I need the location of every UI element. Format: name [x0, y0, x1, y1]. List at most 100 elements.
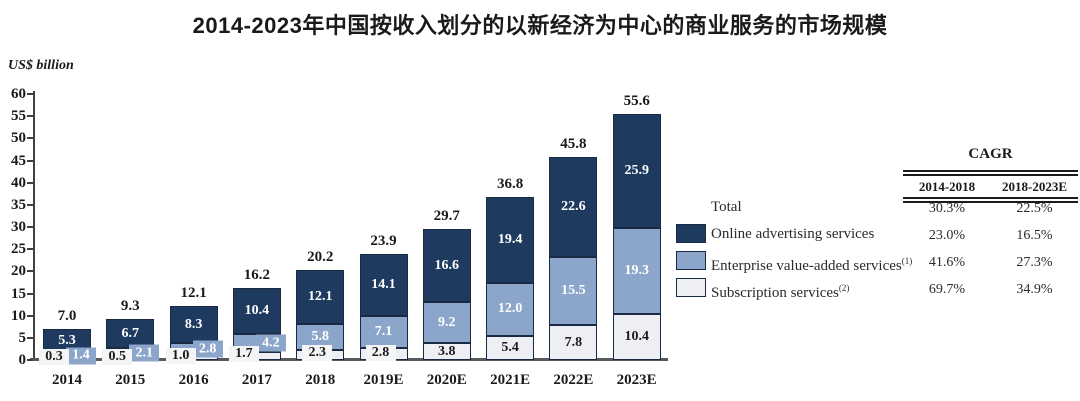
segment-value-label-online: 14.1	[371, 276, 396, 292]
bar-segment-online	[169, 306, 218, 344]
table-rule	[903, 174, 1078, 176]
bar-segment-subscription	[612, 313, 661, 360]
segment-value-label-enterprise: 9.2	[438, 314, 456, 330]
y-axis-tick-label: 45	[11, 152, 26, 169]
y-axis-tick	[27, 292, 33, 295]
segment-value-label-online: 12.1	[307, 289, 333, 305]
bar-segment-subscription	[422, 343, 471, 360]
table-rule	[903, 201, 1078, 203]
bar-total-label: 12.1	[180, 285, 207, 302]
y-axis-tick	[27, 226, 33, 228]
bar-total-label: 36.8	[496, 175, 524, 192]
y-axis-tick-label: 25	[11, 241, 26, 258]
x-axis-baseline	[30, 358, 668, 361]
cagr-value-2014-2018: 23.0%	[928, 228, 966, 243]
segment-value-label-enterprise: 5.8	[311, 328, 329, 344]
segment-value-badge-enterprise: 2.8	[192, 340, 223, 358]
cagr-value-2018-2023e: 16.5%	[1016, 228, 1053, 243]
x-axis-label: 2018	[305, 372, 336, 388]
bar-segment-enterprise	[422, 302, 471, 344]
legend-row-enterprise-value-added-services: Enterprise value-added services(1)	[676, 250, 916, 274]
table-rule	[903, 197, 1078, 199]
x-axis-label: 2021E	[490, 372, 531, 388]
legend-item-label: Enterprise value-added services(1)	[711, 256, 913, 274]
segment-value-badge-subscription: 2.8	[365, 345, 396, 361]
y-axis-tick	[27, 203, 33, 206]
segment-value-label-enterprise: 15.5	[561, 283, 586, 299]
y-axis-tick	[27, 336, 33, 339]
y-axis-tick-label: 10	[11, 307, 26, 324]
segment-value-label-enterprise: 12.0	[497, 301, 523, 317]
segment-value-label-online: 19.4	[497, 231, 523, 247]
bar-segment-enterprise	[359, 316, 408, 348]
chart-title: 2014-2023年中国按收入划分的以新经济为中心的商业服务的市场规模	[192, 13, 888, 38]
y-axis-tick-label: 20	[11, 263, 26, 280]
legend-row-subscription-services: Subscription services(2)	[676, 277, 916, 301]
bar-total-label: 29.7	[433, 207, 460, 224]
x-axis-label: 2019E	[363, 372, 404, 388]
legend-item-label: Total	[711, 199, 742, 215]
legend-swatch	[676, 278, 706, 297]
cagr-table-title: CAGR	[968, 146, 1013, 162]
cagr-value-2014-2018: 41.6%	[928, 255, 966, 270]
bar-segment-online	[486, 196, 535, 283]
y-axis-tick-label: 40	[11, 174, 26, 191]
x-axis-label: 2023E	[616, 372, 657, 388]
bar-total-label: 45.8	[560, 135, 587, 152]
segment-value-badge-subscription: 2.3	[302, 345, 333, 361]
segment-value-label-subscription: 7.8	[564, 334, 583, 350]
y-axis-tick-label: 0	[18, 352, 27, 368]
segment-value-label-online: 25.9	[624, 162, 649, 178]
y-axis-tick	[27, 270, 33, 273]
segment-value-badge-enterprise: 1.4	[66, 347, 96, 365]
x-axis-label: 2014	[52, 372, 82, 388]
y-axis-tick-label: 50	[11, 130, 26, 147]
legend-item-label: Online advertising services	[711, 226, 875, 242]
segment-value-label-subscription: 3.8	[438, 343, 456, 359]
segment-value-badge-subscription: 1.7	[228, 346, 259, 363]
segment-value-label-online: 22.6	[561, 198, 586, 214]
bar-segment-online	[612, 113, 661, 229]
bar-segment-enterprise	[612, 228, 661, 314]
y-axis-unit-label: US$ billion	[8, 58, 74, 73]
y-axis-tick-label: 30	[11, 219, 26, 235]
segment-value-label-online: 10.4	[244, 302, 270, 318]
bar-total-label: 20.2	[307, 249, 334, 266]
segment-value-badge-subscription: 0.5	[102, 348, 133, 365]
cagr-value-2018-2023e: 27.3%	[1016, 255, 1053, 270]
cagr-value-2014-2018: 30.3%	[928, 201, 966, 216]
x-axis-label: 2016	[178, 372, 209, 388]
bar-segment-online	[422, 228, 471, 303]
bar-total-label: 55.6	[623, 92, 650, 109]
cagr-value-2018-2023e: 34.9%	[1016, 282, 1053, 297]
bar-segment-enterprise	[549, 256, 598, 326]
table-rule	[903, 170, 1078, 172]
bar-segment-enterprise	[486, 282, 535, 337]
bar-segment-online	[296, 270, 345, 325]
segment-value-label-enterprise: 19.3	[624, 263, 649, 279]
x-axis-label: 2017	[241, 372, 272, 388]
segment-value-label-online: 16.6	[434, 257, 460, 273]
cagr-column-header-2014-2018: 2014-2018	[918, 179, 976, 194]
y-axis-tick	[27, 314, 33, 317]
segment-value-badge-enterprise: 2.1	[129, 344, 160, 362]
x-axis-label: 2020E	[426, 372, 467, 388]
y-axis-tick-label: 55	[11, 108, 26, 125]
y-axis-line	[33, 91, 35, 360]
y-axis-tick-label: 60	[11, 86, 26, 103]
y-axis-tick	[27, 137, 33, 140]
y-axis-tick	[27, 115, 33, 118]
cagr-column-header-2018-2023e: 2018-2023E	[1002, 179, 1067, 194]
segment-value-label-online: 5.3	[58, 332, 76, 348]
legend-swatch	[676, 224, 706, 243]
segment-value-label-subscription: 10.4	[624, 328, 649, 344]
y-axis-tick	[27, 159, 33, 162]
bar-segment-online	[549, 156, 598, 257]
bar-total-label: 16.2	[243, 266, 271, 283]
y-axis-tick-label: 35	[11, 196, 26, 213]
y-axis-tick-label: 5	[18, 329, 27, 346]
legend-item-label: Subscription services(2)	[711, 283, 850, 301]
x-axis-label: 2015	[115, 372, 146, 388]
bar-segment-subscription	[549, 325, 598, 360]
